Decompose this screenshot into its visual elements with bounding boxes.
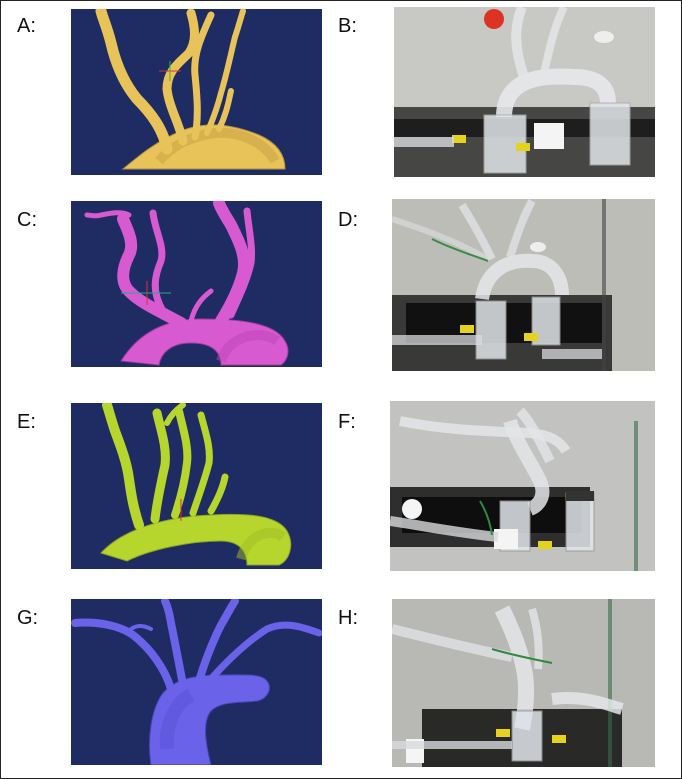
vessel-render-e: [100, 403, 292, 566]
panel-label-h: H:: [338, 607, 358, 629]
panel-label-a: A:: [17, 15, 36, 37]
photo-render-b: [394, 7, 655, 177]
photo-render-d: [392, 199, 655, 371]
aorta-model-g: [71, 599, 322, 765]
flow-phantom-photo-d: [392, 199, 655, 371]
panel-label-b: B:: [338, 15, 357, 37]
panel-label-c: C:: [17, 209, 37, 231]
vessel-render-a: [95, 9, 286, 170]
panel-label-f: F:: [338, 411, 356, 433]
aorta-model-c: [71, 201, 322, 367]
panel-label-d: D:: [338, 209, 358, 231]
panel-label-g: G:: [17, 607, 39, 629]
vessel-render-c: [84, 201, 289, 366]
panel-label-e: E:: [17, 411, 36, 433]
photo-render-h: [392, 599, 655, 767]
aorta-model-e: [71, 403, 322, 569]
flow-phantom-photo-f: [390, 401, 655, 571]
photo-render-f: [390, 401, 655, 571]
flow-phantom-photo-h: [392, 599, 655, 767]
flow-phantom-photo-b: [394, 7, 655, 177]
aorta-model-a: [71, 9, 322, 175]
vessel-render-g: [71, 599, 322, 765]
